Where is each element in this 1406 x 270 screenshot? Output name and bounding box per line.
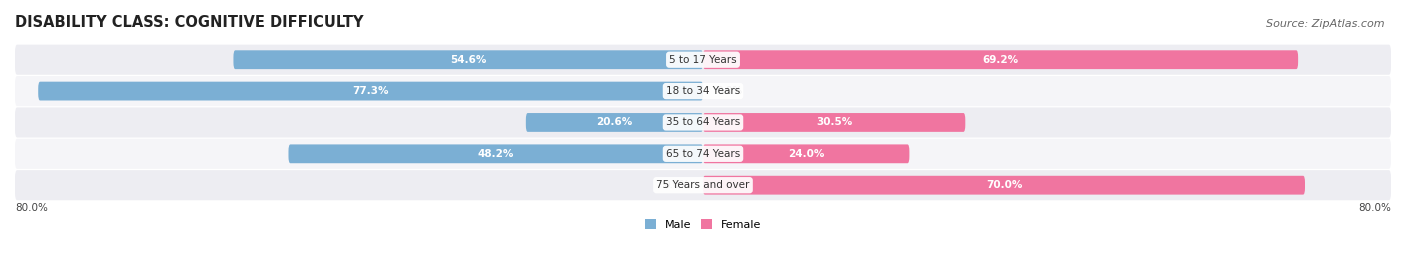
FancyBboxPatch shape [703,176,1305,195]
FancyBboxPatch shape [15,76,1391,106]
Text: 80.0%: 80.0% [15,203,48,213]
FancyBboxPatch shape [703,113,966,132]
Text: 54.6%: 54.6% [450,55,486,65]
Text: DISABILITY CLASS: COGNITIVE DIFFICULTY: DISABILITY CLASS: COGNITIVE DIFFICULTY [15,15,364,30]
Text: 5 to 17 Years: 5 to 17 Years [669,55,737,65]
FancyBboxPatch shape [703,50,1298,69]
Text: 24.0%: 24.0% [787,149,824,159]
Text: 0.0%: 0.0% [716,86,742,96]
Text: 77.3%: 77.3% [353,86,389,96]
FancyBboxPatch shape [15,107,1391,137]
Text: 80.0%: 80.0% [1358,203,1391,213]
FancyBboxPatch shape [38,82,703,100]
FancyBboxPatch shape [15,139,1391,169]
Text: 20.6%: 20.6% [596,117,633,127]
FancyBboxPatch shape [526,113,703,132]
Text: 0.0%: 0.0% [664,180,690,190]
FancyBboxPatch shape [703,144,910,163]
Text: Source: ZipAtlas.com: Source: ZipAtlas.com [1267,19,1385,29]
FancyBboxPatch shape [233,50,703,69]
Text: 69.2%: 69.2% [983,55,1018,65]
Text: 65 to 74 Years: 65 to 74 Years [666,149,740,159]
Text: 48.2%: 48.2% [478,149,515,159]
Text: 70.0%: 70.0% [986,180,1022,190]
FancyBboxPatch shape [15,170,1391,200]
FancyBboxPatch shape [15,45,1391,75]
Text: 35 to 64 Years: 35 to 64 Years [666,117,740,127]
Text: 18 to 34 Years: 18 to 34 Years [666,86,740,96]
Legend: Male, Female: Male, Female [641,215,765,234]
FancyBboxPatch shape [288,144,703,163]
Text: 75 Years and over: 75 Years and over [657,180,749,190]
Text: 30.5%: 30.5% [815,117,852,127]
